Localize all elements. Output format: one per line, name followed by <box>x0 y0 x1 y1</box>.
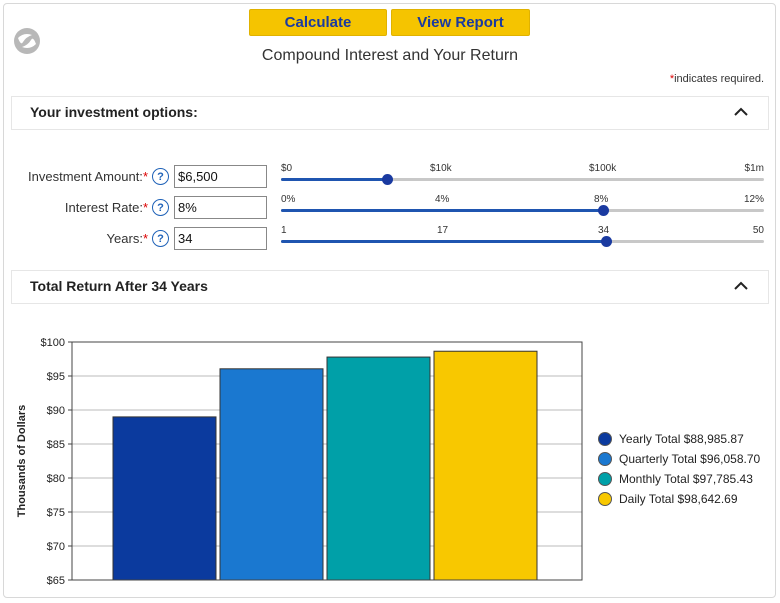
rate-tick: 4% <box>435 194 450 205</box>
rate-help-icon[interactable]: ? <box>152 199 169 216</box>
interest-rate-row: Interest Rate:* ? 0% 4% 8% 12% <box>0 194 780 220</box>
years-tick: 34 <box>598 225 610 236</box>
slider-fill <box>281 178 388 181</box>
total-return-header[interactable]: Total Return After 34 Years <box>11 270 769 304</box>
legend-item: Yearly Total $88,985.87 <box>598 429 760 449</box>
y-axis-label: Thousands of Dollars <box>16 405 28 517</box>
years-row: Years:* ? 1 17 34 50 <box>0 225 780 251</box>
investment-amount-input[interactable] <box>174 165 267 188</box>
chevron-up-icon[interactable] <box>734 107 748 117</box>
logo-icon <box>12 26 42 56</box>
amount-tick: $100k <box>589 163 617 174</box>
rate-tick: 8% <box>594 194 609 205</box>
investment-options-title: Your investment options: <box>30 104 198 120</box>
slider-fill <box>281 209 604 212</box>
investment-amount-row: Investment Amount:* ? $0 $10k $100k $1m <box>0 163 780 189</box>
calculate-button[interactable]: Calculate <box>249 9 387 36</box>
bar-daily <box>433 350 538 581</box>
amount-tick: $10k <box>430 163 452 174</box>
legend-item: Daily Total $98,642.69 <box>598 489 760 509</box>
chevron-up-icon[interactable] <box>734 281 748 291</box>
view-report-button[interactable]: View Report <box>391 9 530 36</box>
required-note-text: indicates required. <box>674 73 764 85</box>
legend-label: Daily Total $98,642.69 <box>619 492 738 506</box>
amount-tick: $1m <box>744 163 764 174</box>
legend-item: Monthly Total $97,785.43 <box>598 469 760 489</box>
amount-help-icon[interactable]: ? <box>152 168 169 185</box>
slider-fill <box>281 240 607 243</box>
bar-monthly <box>326 356 431 581</box>
investment-options-header[interactable]: Your investment options: <box>11 96 769 130</box>
slider-thumb[interactable] <box>598 205 610 216</box>
interest-rate-label: Interest Rate:* <box>64 200 148 215</box>
page-title: Compound Interest and Your Return <box>261 47 519 64</box>
years-tick: 17 <box>437 225 449 236</box>
legend-swatch <box>598 432 612 446</box>
legend-label: Monthly Total $97,785.43 <box>619 472 753 486</box>
years-input[interactable] <box>174 227 267 250</box>
y-tick-label: $90 <box>47 405 65 417</box>
slider-track[interactable] <box>281 178 764 181</box>
years-tick: 1 <box>281 225 287 236</box>
slider-thumb[interactable] <box>382 174 394 185</box>
required-note: *indicates required. <box>670 73 764 85</box>
rate-tick: 12% <box>743 194 764 205</box>
years-tick: 50 <box>752 225 764 236</box>
legend-label: Yearly Total $88,985.87 <box>619 432 744 446</box>
investment-amount-slider[interactable]: $0 $10k $100k $1m <box>281 163 764 185</box>
legend-swatch <box>598 492 612 506</box>
bar-quarterly <box>219 368 324 581</box>
legend-label: Quarterly Total $96,058.70 <box>619 452 761 466</box>
years-help-icon[interactable]: ? <box>152 230 169 247</box>
y-tick-label: $95 <box>47 371 65 383</box>
years-slider[interactable]: 1 17 34 50 <box>281 225 764 247</box>
y-tick-label: $70 <box>47 541 65 553</box>
total-return-title: Total Return After 34 Years <box>30 278 208 294</box>
interest-rate-input[interactable] <box>174 196 267 219</box>
calculator-frame <box>3 3 776 598</box>
legend-swatch <box>598 452 612 466</box>
chart-legend: Yearly Total $88,985.87 Quarterly Total $… <box>598 429 760 509</box>
interest-rate-slider[interactable]: 0% 4% 8% 12% <box>281 194 764 216</box>
legend-item: Quarterly Total $96,058.70 <box>598 449 760 469</box>
slider-thumb[interactable] <box>601 236 613 247</box>
legend-swatch <box>598 472 612 486</box>
plot-border <box>71 341 583 581</box>
years-label: Years:* <box>106 231 148 246</box>
required-star: * <box>669 73 675 85</box>
y-tick-label: $65 <box>47 575 65 587</box>
amount-tick: $0 <box>281 163 293 174</box>
rate-tick: 0% <box>281 194 296 205</box>
y-tick-label: $80 <box>47 473 65 485</box>
y-tick-label: $100 <box>41 337 65 349</box>
investment-amount-label: Investment Amount:* <box>28 169 148 184</box>
y-tick-label: $75 <box>47 507 65 519</box>
bar-yearly <box>112 416 217 581</box>
bar-chart: $65 $70 $75 $80 $85 $90 $95 $100 Thousands of Do… <box>16 337 583 587</box>
y-tick-label: $85 <box>47 439 65 451</box>
